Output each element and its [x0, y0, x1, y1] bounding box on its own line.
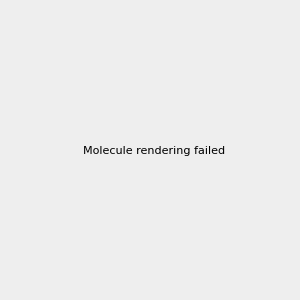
Text: Molecule rendering failed: Molecule rendering failed: [83, 146, 225, 157]
